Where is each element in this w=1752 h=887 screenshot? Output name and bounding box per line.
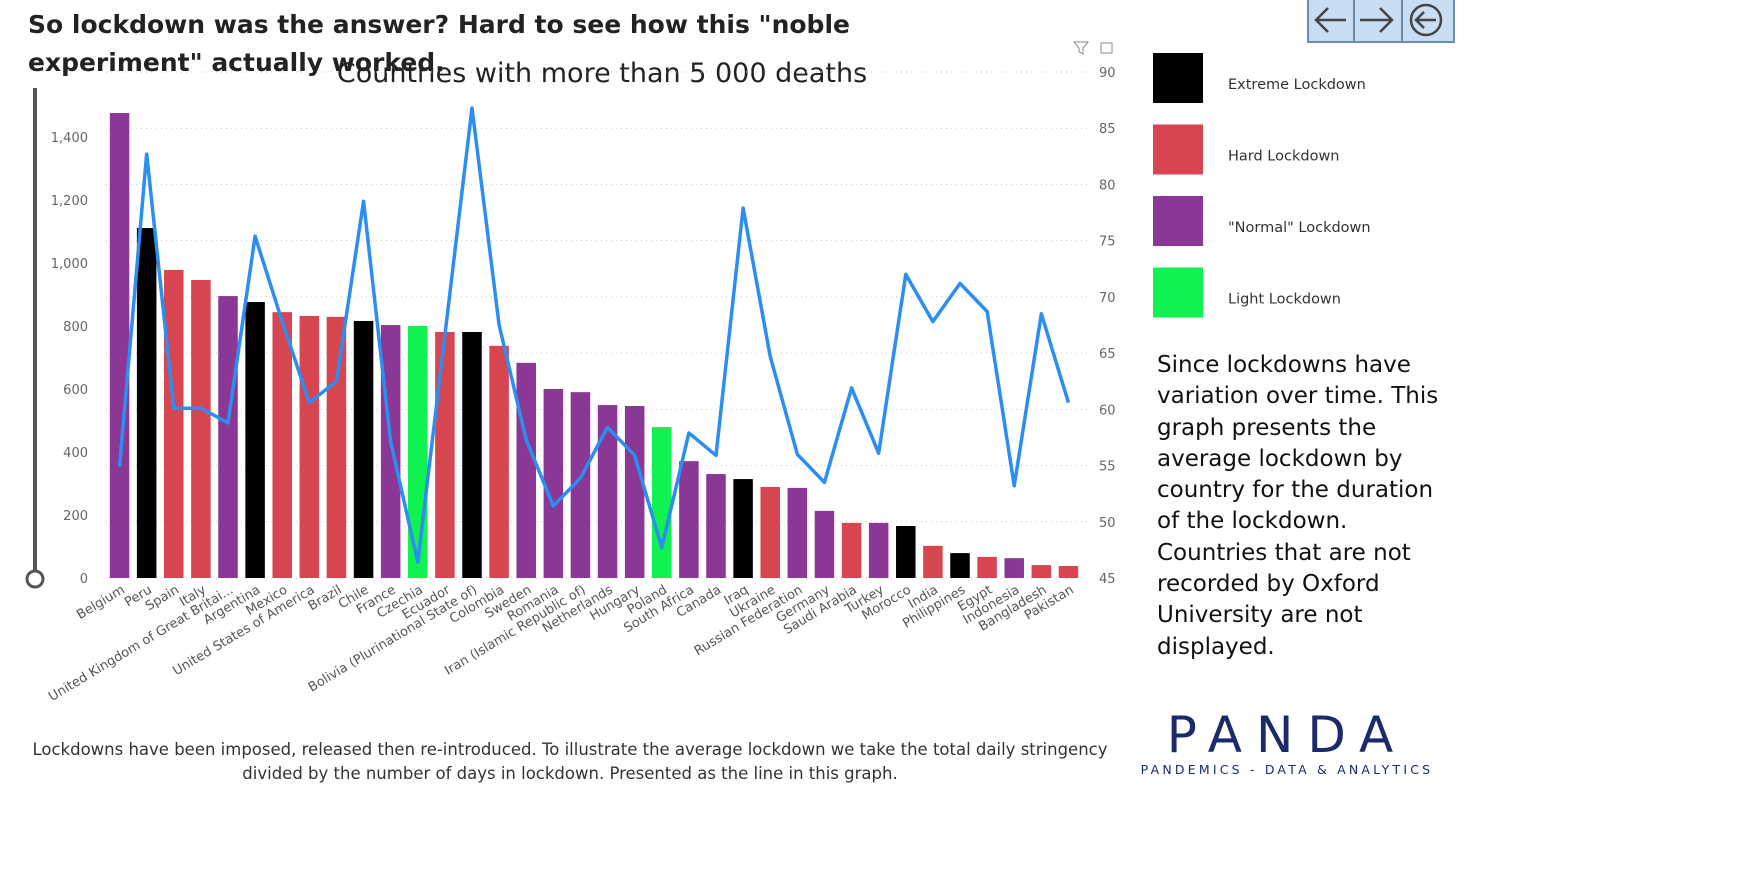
bar xyxy=(923,545,943,578)
bar xyxy=(896,526,916,578)
y2-tick-label: 75 xyxy=(1099,235,1116,250)
legend-label: "Normal" Lockdown xyxy=(1228,220,1371,236)
bar xyxy=(1058,566,1079,578)
y-tick-label: 0 xyxy=(80,572,88,587)
bar xyxy=(380,325,401,578)
reset-icon xyxy=(1409,3,1443,37)
y2-tick-label: 45 xyxy=(1099,572,1116,587)
bar xyxy=(489,345,509,578)
y2-tick-label: 70 xyxy=(1099,291,1116,306)
bar xyxy=(136,228,157,578)
legend-swatch xyxy=(1153,267,1203,318)
y2-tick-label: 85 xyxy=(1099,122,1116,137)
note: Since lockdowns have variation over time… xyxy=(1157,352,1439,660)
bar xyxy=(326,316,347,578)
focus-icon[interactable] xyxy=(1100,42,1113,54)
legend-label: Hard Lockdown xyxy=(1228,149,1340,165)
bar xyxy=(787,487,808,578)
logo-tagline: PANDEMICS - DATA & ANALYTICS xyxy=(1141,762,1434,777)
chart-title: Countries with more than 5 000 deaths xyxy=(337,58,867,89)
bar xyxy=(814,510,835,578)
back-icon xyxy=(1314,7,1346,33)
bar xyxy=(272,312,292,578)
legend-label: Light Lockdown xyxy=(1228,292,1341,308)
bar xyxy=(679,461,699,578)
bar xyxy=(706,474,726,578)
bar xyxy=(218,296,238,578)
stringency-line xyxy=(117,106,1071,565)
bar xyxy=(760,486,780,578)
y-tick-label: 1,400 xyxy=(51,131,88,146)
bar xyxy=(245,302,265,578)
y-tick-label: 1,000 xyxy=(51,257,88,272)
bar xyxy=(543,389,564,578)
y2-tick-label: 60 xyxy=(1099,403,1116,418)
bar xyxy=(652,427,672,578)
x-tick-label: Belgium xyxy=(74,583,127,623)
bar xyxy=(408,326,428,578)
bar xyxy=(1004,558,1024,578)
footnote: Lockdowns have been imposed, released th… xyxy=(32,740,1108,783)
bar xyxy=(191,280,211,578)
bar xyxy=(516,362,536,578)
y-tick-label: 600 xyxy=(63,383,88,398)
legend-swatch xyxy=(1153,124,1203,175)
bar xyxy=(164,269,184,578)
bar xyxy=(1031,565,1052,578)
bar xyxy=(570,392,591,578)
y2-tick-label: 50 xyxy=(1099,516,1116,531)
page-title: So lockdown was the answer? Hard to see … xyxy=(28,10,850,77)
bar xyxy=(624,406,645,578)
bar xyxy=(868,522,889,578)
bar xyxy=(597,405,618,578)
y2-tick-label: 90 xyxy=(1099,66,1116,81)
bar xyxy=(353,320,374,578)
nav-buttons xyxy=(1307,0,1455,43)
y2-tick-label: 80 xyxy=(1099,178,1116,193)
logo-name: PANDA xyxy=(1167,706,1407,764)
y-tick-label: 1,200 xyxy=(51,194,88,209)
legend-swatch xyxy=(1153,53,1203,103)
bar xyxy=(977,556,997,578)
y-tick-label: 800 xyxy=(63,320,88,335)
bar xyxy=(950,553,970,578)
bar xyxy=(462,331,482,578)
y2-tick-label: 55 xyxy=(1099,460,1116,475)
bar xyxy=(435,331,455,578)
y-tick-label: 400 xyxy=(63,446,88,461)
legend-swatch xyxy=(1153,196,1203,246)
filter-icon[interactable] xyxy=(1072,41,1090,55)
reset-arrow xyxy=(1414,11,1436,29)
bar xyxy=(733,479,753,578)
legend-label: Extreme Lockdown xyxy=(1228,77,1366,93)
bar xyxy=(299,315,320,578)
y-tick-label: 200 xyxy=(63,509,88,524)
bar xyxy=(109,113,130,578)
slider-handle[interactable] xyxy=(25,569,45,589)
y2-tick-label: 65 xyxy=(1099,347,1116,362)
forward-icon xyxy=(1360,7,1394,33)
bar xyxy=(841,522,862,578)
